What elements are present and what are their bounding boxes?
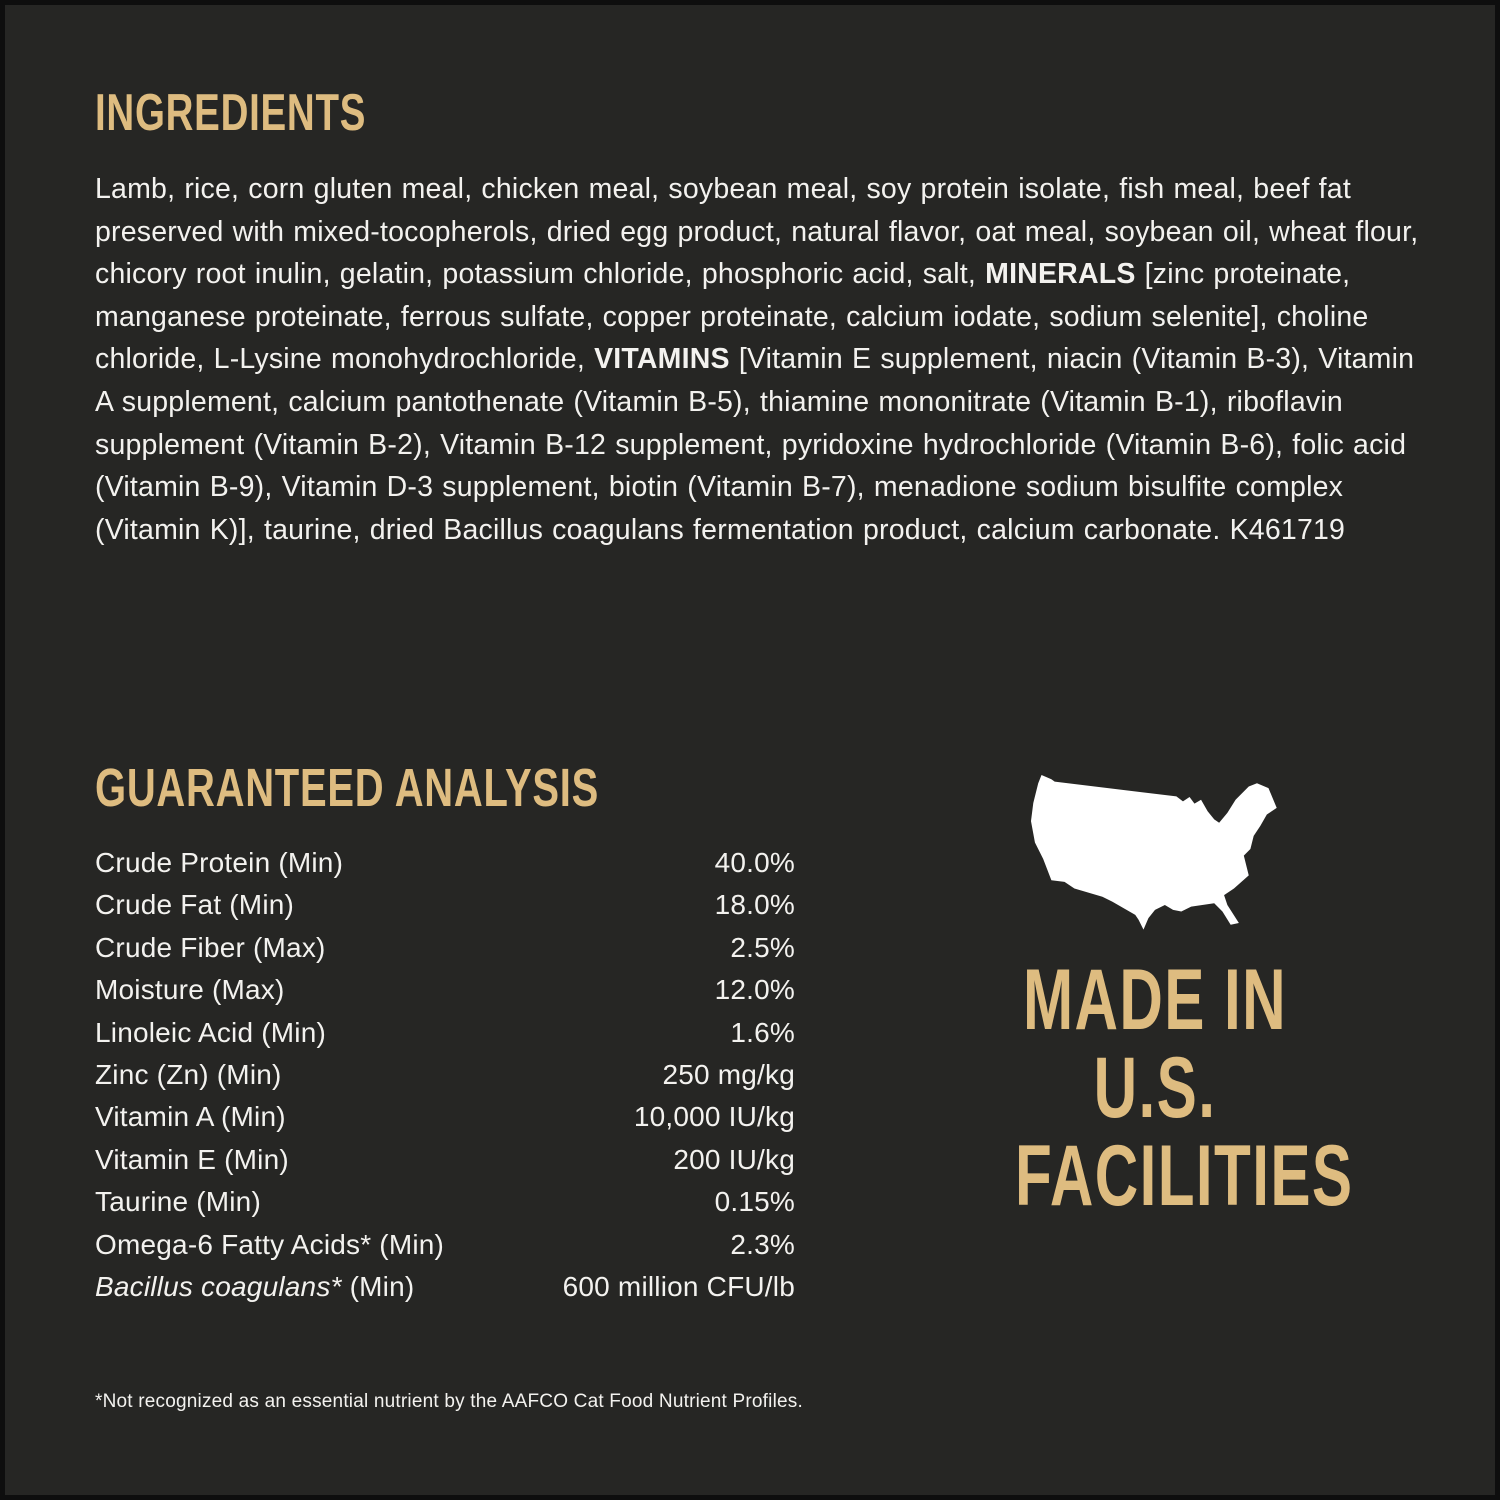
analysis-row: Crude Fiber (Max) 2.5% [95, 932, 795, 974]
ingredient-text-segment: [Vitamin E supplement, niacin (Vitamin B… [95, 343, 1415, 546]
guaranteed-analysis-heading-text: GUARANTEED ANALYSIS [95, 758, 600, 818]
analysis-label: Crude Protein (Min) [95, 847, 344, 878]
analysis-row: Vitamin A (Min) 10,000 IU/kg [95, 1101, 795, 1143]
made-in-line: U.S. [1093, 1040, 1217, 1136]
analysis-value: 1.6% [730, 1016, 795, 1048]
analysis-value: 250 mg/kg [662, 1058, 795, 1090]
made-in-line: MADE IN [1023, 952, 1287, 1048]
usa-map-icon [1030, 775, 1277, 930]
analysis-row: Moisture (Max) 12.0% [95, 974, 795, 1016]
analysis-row: Crude Protein (Min) 40.0% [95, 847, 795, 889]
analysis-value: 2.3% [730, 1228, 795, 1260]
analysis-value: 2.5% [730, 931, 795, 963]
analysis-row: Omega-6 Fatty Acids* (Min) 2.3% [95, 1229, 795, 1271]
analysis-label: Taurine (Min) [95, 1186, 261, 1218]
analysis-row: Zinc (Zn) (Min) 250 mg/kg [95, 1059, 795, 1101]
aafco-footnote: *Not recognized as an essential nutrient… [95, 1391, 803, 1412]
ingredient-group-keyword: VITAMINS [594, 343, 730, 376]
analysis-row: Bacillus coagulans* (Min) 600 million CFU… [95, 1271, 795, 1313]
analysis-value: 40.0% [714, 847, 795, 878]
analysis-label: Vitamin E (Min) [95, 1143, 289, 1175]
analysis-label: Bacillus coagulans* (Min) [95, 1270, 415, 1302]
analysis-label: Omega-6 Fatty Acids* (Min) [95, 1228, 445, 1260]
analysis-label: Crude Fat (Min) [95, 889, 295, 921]
analysis-label-italic: Bacillus coagulans* [95, 1270, 342, 1302]
analysis-row: Taurine (Min) 0.15% [95, 1186, 795, 1228]
ingredients-paragraph: Lamb, rice, corn gluten meal, chicken me… [95, 168, 1425, 551]
analysis-row: Vitamin E (Min) 200 IU/kg [95, 1144, 795, 1186]
analysis-value: 18.0% [714, 889, 795, 921]
analysis-value: 600 million CFU/lb [562, 1270, 795, 1302]
ingredient-group-keyword: MINERALS [985, 258, 1136, 291]
analysis-row: Linoleic Acid (Min) 1.6% [95, 1017, 795, 1059]
analysis-value: 10,000 IU/kg [633, 1101, 795, 1133]
analysis-label: Crude Fiber (Max) [95, 931, 326, 963]
made-in-us-block: MADE IN U.S. FACILITIES [955, 773, 1355, 1220]
analysis-value: 0.15% [714, 1186, 795, 1218]
ingredient-text-segment: [zinc proteinate, manganese proteinate, … [95, 258, 1369, 376]
analysis-label: Vitamin A (Min) [95, 1101, 286, 1133]
made-in-us-facilities-text: MADE IN U.S. FACILITIES [955, 956, 1355, 1220]
ingredient-text-segment: Lamb, rice, corn gluten meal, chicken me… [95, 173, 1419, 291]
guaranteed-analysis-table: Crude Protein (Min) 40.0% Crude Fat (Min) 1… [95, 847, 795, 1313]
analysis-value: 12.0% [714, 974, 795, 1006]
guaranteed-analysis-heading: GUARANTEED ANALYSIS [95, 757, 776, 819]
analysis-label: Linoleic Acid (Min) [95, 1016, 326, 1048]
analysis-label: Zinc (Zn) (Min) [95, 1058, 282, 1090]
analysis-label: Moisture (Max) [95, 974, 285, 1006]
ingredients-heading-text: INGREDIENTS [95, 84, 367, 142]
made-in-line: FACILITIES [1015, 1128, 1354, 1224]
ingredients-heading: INGREDIENTS [95, 83, 461, 143]
analysis-row: Crude Fat (Min) 18.0% [95, 889, 795, 931]
analysis-value: 200 IU/kg [673, 1143, 795, 1175]
